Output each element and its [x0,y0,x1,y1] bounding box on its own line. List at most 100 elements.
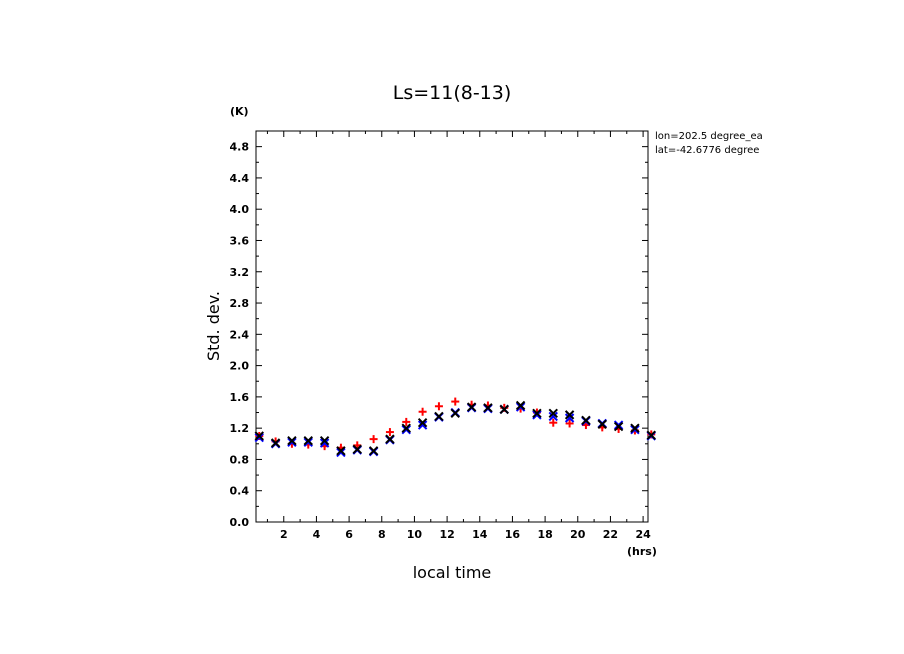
marker-stroke [466,402,477,412]
data-point [319,438,330,448]
marker-stroke [368,446,379,456]
x-tick-label: 6 [345,528,353,541]
marker-stroke [417,417,428,428]
marker-stroke [630,425,640,435]
data-point [417,420,428,430]
marker-stroke [564,413,575,423]
data-point [565,419,574,428]
y-tick-label: 0.8 [230,453,250,466]
x-tick-label: 10 [407,528,423,541]
data-point [401,423,411,433]
marker-stroke [613,421,624,432]
data-point [352,444,362,454]
marker-stroke [270,438,281,448]
data-point [630,423,640,433]
x-tick-label: 18 [537,528,552,541]
data-point [450,408,460,419]
data-point [368,446,379,456]
marker-stroke [434,411,444,422]
marker-stroke [581,415,591,426]
data-point [532,408,542,419]
data-point [515,400,526,411]
data-point [548,408,558,419]
data-point [254,432,264,443]
annotation-lon: lon=202.5 degree_ea [655,131,763,142]
data-point [646,430,656,440]
marker-stroke [613,420,624,430]
data-point [385,434,395,444]
data-point [499,404,509,415]
marker-stroke [385,434,395,444]
data-point [402,417,411,426]
ticks-layer: 2 4 6 8 10 12 14 16 18 20 22 240.00.40.81.21.62.02.… [230,131,651,541]
data-point [418,407,427,416]
marker-stroke [515,402,526,412]
marker-stroke [336,447,346,458]
x-tick-label: 16 [505,528,521,541]
data-point [434,402,443,411]
marker-stroke [254,431,264,441]
x-tick-label: 8 [378,528,386,541]
y-tick-label: 3.2 [230,266,250,279]
annotation-lat: lat=-42.6776 degree [655,145,759,156]
marker-stroke [564,410,575,420]
marker-stroke [483,403,493,413]
marker-stroke [287,437,297,447]
x-tick-label: 14 [472,528,488,541]
data-point [548,411,558,422]
marker-stroke [532,408,542,419]
data-point [401,425,411,435]
marker-stroke [450,408,460,419]
marks-layer [254,397,656,458]
plot-frame [255,130,649,523]
data-point [303,437,313,447]
y-axis-label: Std. dev. [204,291,223,361]
data-point [287,437,297,447]
data-point [451,397,460,406]
chart-title: Ls=11(8-13) [393,82,512,104]
marker-stroke [417,420,428,430]
x-tick-label: 22 [603,528,618,541]
x-axis-label: local time [413,563,492,582]
x-unit-label: (hrs) [627,545,657,558]
marker-stroke [515,400,526,411]
data-point [564,413,575,423]
data-point [483,403,493,413]
marker-stroke [319,438,330,448]
marker-stroke [336,446,346,456]
x-tick-label: 2 [280,528,288,541]
y-tick-label: 0.0 [230,516,250,529]
data-point [549,418,558,427]
marker-stroke [548,411,558,422]
marker-stroke [303,435,313,446]
data-point [336,446,346,456]
data-point [254,431,264,441]
marker-stroke [303,437,313,447]
data-point [597,419,607,429]
y-tick-label: 2.8 [230,297,250,310]
y-tick-label: 4.8 [230,141,250,154]
marker-stroke [499,404,509,415]
data-point [515,402,526,412]
marker-stroke [630,423,640,433]
y-tick-label: 1.6 [230,391,250,404]
marker-stroke [548,408,558,419]
y-tick-label: 1.2 [230,422,250,435]
data-point [385,428,394,437]
x-tick-label: 12 [439,528,454,541]
data-point [303,435,313,446]
data-point [417,417,428,428]
marker-stroke [401,423,411,433]
data-point [613,420,624,430]
data-point [466,402,477,412]
marker-stroke [597,419,607,429]
data-point [270,438,281,448]
data-point [287,435,297,446]
marker-stroke [254,432,264,443]
data-point [581,415,591,426]
data-point [336,447,346,458]
data-point [532,410,542,420]
y-tick-label: 3.6 [230,234,250,247]
data-point [630,425,640,435]
